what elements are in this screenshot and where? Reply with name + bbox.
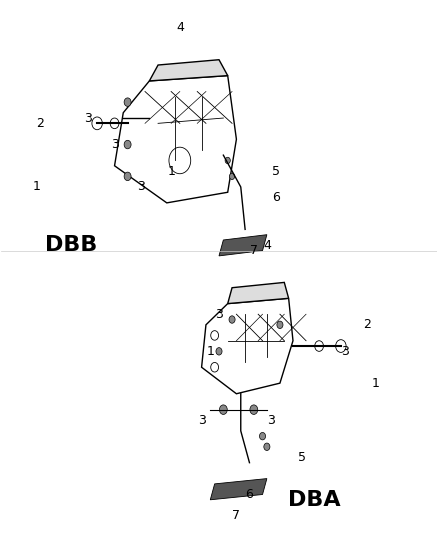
Circle shape — [124, 172, 131, 181]
Text: 2: 2 — [37, 117, 45, 130]
Circle shape — [225, 157, 230, 164]
Text: 3: 3 — [198, 414, 205, 427]
Text: 1: 1 — [372, 377, 380, 390]
Text: 6: 6 — [246, 488, 254, 501]
Text: 3: 3 — [215, 308, 223, 321]
Text: 3: 3 — [111, 138, 119, 151]
Circle shape — [124, 140, 131, 149]
Circle shape — [264, 443, 270, 450]
Text: 4: 4 — [263, 239, 271, 252]
Text: 1: 1 — [167, 165, 175, 177]
Text: 1: 1 — [32, 181, 40, 193]
Text: DBA: DBA — [289, 490, 341, 510]
Text: 5: 5 — [298, 451, 306, 464]
Text: 5: 5 — [272, 165, 279, 177]
Text: 7: 7 — [233, 509, 240, 522]
Polygon shape — [219, 235, 267, 256]
Text: 2: 2 — [363, 318, 371, 332]
Text: 1: 1 — [206, 345, 214, 358]
Circle shape — [250, 405, 258, 415]
Text: 3: 3 — [137, 181, 145, 193]
Circle shape — [259, 432, 265, 440]
Circle shape — [219, 405, 227, 415]
Text: DBB: DBB — [45, 235, 97, 255]
Polygon shape — [149, 60, 228, 81]
Circle shape — [230, 173, 235, 180]
Polygon shape — [228, 282, 289, 304]
Circle shape — [277, 321, 283, 328]
Circle shape — [229, 316, 235, 323]
Circle shape — [216, 348, 222, 355]
Polygon shape — [210, 479, 267, 500]
Text: 3: 3 — [267, 414, 275, 427]
Text: 7: 7 — [250, 244, 258, 257]
Text: 4: 4 — [176, 21, 184, 35]
Text: 3: 3 — [341, 345, 349, 358]
Text: 6: 6 — [272, 191, 279, 204]
Text: 3: 3 — [85, 111, 92, 125]
Circle shape — [124, 98, 131, 107]
